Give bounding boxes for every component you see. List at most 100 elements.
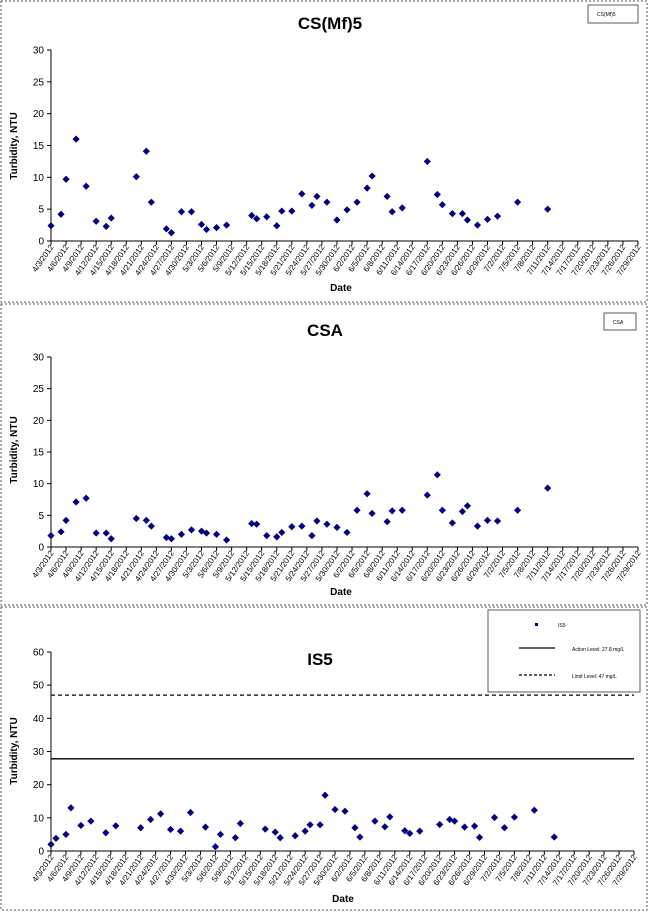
data-point: [263, 213, 271, 221]
data-point: [162, 225, 170, 233]
data-point: [493, 517, 502, 525]
data-point: [72, 498, 80, 506]
data-point: [132, 173, 140, 181]
y-tick-label: 40: [33, 714, 45, 725]
chart-title: CSA: [307, 321, 343, 340]
legend-entry-action-level: Action Level: 27.8 mg/L: [572, 647, 624, 653]
data-point: [166, 825, 175, 834]
data-point: [52, 834, 60, 842]
data-point: [177, 208, 186, 216]
data-point: [157, 810, 165, 818]
data-point: [248, 519, 256, 528]
data-point: [423, 157, 431, 166]
x-axis-label: Date: [330, 283, 352, 294]
data-point: [353, 198, 361, 206]
data-point: [363, 490, 371, 498]
data-point: [438, 201, 446, 209]
data-point: [72, 135, 80, 143]
data-point: [458, 507, 467, 516]
legend: IS5 Action Level: 27.8 mg/L Limit Level:…: [487, 609, 641, 693]
data-point: [167, 229, 176, 237]
data-point: [92, 217, 100, 225]
data-point: [470, 822, 479, 830]
legend-box: [587, 4, 639, 24]
data-point: [147, 198, 155, 206]
x-axis-label: Date: [332, 894, 354, 905]
data-point: [301, 827, 309, 835]
data-point: [167, 535, 176, 543]
data-point: [253, 215, 261, 223]
data-point: [513, 506, 522, 514]
y-tick-label: 10: [33, 479, 45, 490]
data-point: [67, 804, 75, 812]
data-point: [92, 529, 100, 537]
data-point: [187, 208, 196, 216]
data-point: [107, 214, 115, 222]
y-axis-label: Turbidity, NTU: [9, 416, 20, 483]
data-point: [388, 208, 396, 216]
y-tick-label: 5: [38, 511, 44, 522]
data-point: [333, 216, 341, 224]
data-point: [371, 817, 379, 825]
data-point: [298, 522, 306, 530]
y-tick-label: 15: [33, 448, 45, 459]
data-point: [298, 190, 306, 198]
legend-entry-label: CSA: [613, 320, 624, 326]
y-axis-label: Turbidity, NTU: [9, 112, 20, 179]
data-point: [278, 207, 286, 215]
legend-box: [487, 609, 641, 693]
data-point: [57, 528, 65, 536]
data-point: [473, 221, 482, 229]
data-point: [460, 823, 469, 831]
legend-entry-is5: IS5: [558, 623, 566, 629]
data-point: [313, 192, 321, 201]
y-tick-label: 20: [33, 109, 45, 120]
chart-border: [0, 303, 648, 606]
legend-box: [603, 312, 637, 331]
data-point: [308, 201, 316, 209]
data-point: [308, 532, 316, 540]
data-point: [107, 535, 115, 543]
y-tick-label: 10: [33, 813, 45, 824]
data-point: [433, 190, 441, 199]
data-point: [231, 834, 239, 842]
legend-entry-limit-level: Limit Level: 47 mg/L: [572, 674, 617, 680]
data-point: [544, 205, 552, 213]
data-point: [248, 211, 256, 220]
chart-svg-csmf5: CS(Mf)5 Turbidity, NTU Date CS(Mf)5 0 5 10…: [0, 0, 648, 303]
data-point: [47, 222, 55, 230]
y-tick-label: 20: [33, 780, 45, 791]
chart-title: CS(Mf)5: [298, 14, 362, 33]
data-point: [102, 829, 110, 837]
data-point: [388, 507, 396, 515]
data-point: [316, 821, 324, 829]
data-point: [323, 198, 331, 206]
data-point: [77, 821, 85, 830]
y-tick-label: 30: [33, 46, 45, 57]
data-point: [436, 820, 444, 829]
legend-marker-is5: [535, 623, 538, 626]
chart-border: [0, 0, 648, 303]
chart-svg-csa: CSA Turbidity, NTU Date CSA 0 5 10 15 20 25 30…: [0, 303, 648, 606]
data-point: [186, 808, 195, 817]
data-point: [202, 529, 211, 537]
data-point: [82, 182, 90, 190]
y-tick-label: 15: [33, 141, 45, 152]
data-point: [57, 210, 65, 218]
y-tick-label: 50: [33, 681, 45, 692]
data-point: [271, 828, 279, 836]
data-point: [446, 815, 454, 824]
y-tick-label: 20: [33, 416, 45, 427]
y-tick-label: 10: [33, 173, 45, 184]
data-point: [276, 834, 284, 842]
chart-panel-csmf5: CS(Mf)5 Turbidity, NTU Date CS(Mf)5 0 5 10…: [0, 0, 648, 303]
data-point: [363, 184, 371, 192]
data-point: [475, 833, 484, 842]
data-point: [222, 536, 231, 544]
data-point: [513, 198, 522, 206]
data-point: [273, 222, 281, 230]
data-point: [383, 518, 391, 526]
y-tick-label: 0: [38, 543, 44, 554]
data-point: [483, 215, 492, 223]
data-point: [306, 821, 314, 829]
